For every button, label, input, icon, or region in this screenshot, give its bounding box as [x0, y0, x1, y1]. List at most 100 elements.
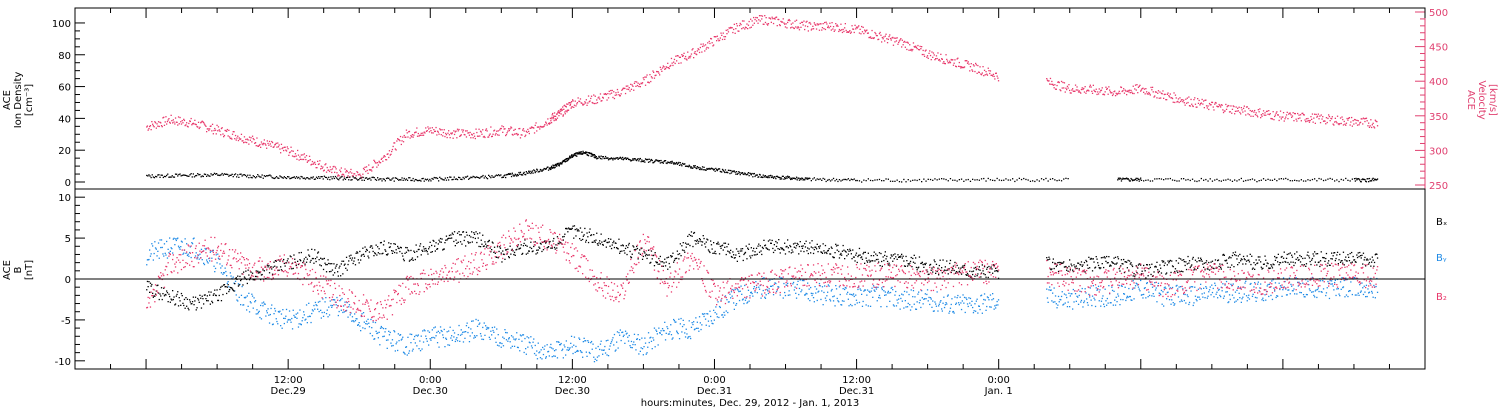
by-point — [654, 346, 656, 348]
by-point — [325, 313, 328, 315]
bx-point — [324, 262, 326, 264]
by-point — [486, 326, 488, 329]
velocity-point — [620, 93, 622, 95]
velocity-point — [1371, 126, 1373, 129]
density-point — [207, 174, 209, 176]
by-point — [587, 341, 590, 343]
density-point — [461, 178, 463, 181]
by-point — [302, 317, 304, 319]
by-point — [416, 335, 419, 337]
by-point — [283, 317, 285, 319]
by-point — [181, 241, 183, 243]
by-point — [684, 336, 687, 338]
density-point — [700, 168, 702, 171]
velocity-point — [967, 61, 969, 63]
velocity-point — [847, 31, 849, 33]
by-point — [702, 313, 704, 315]
by-point — [316, 304, 318, 307]
velocity-point — [1155, 91, 1157, 93]
by-point — [1310, 279, 1312, 281]
by-point — [872, 296, 874, 298]
velocity-point — [200, 122, 202, 124]
velocity-point — [1351, 116, 1353, 119]
velocity-point — [661, 70, 663, 72]
velocity-point — [1314, 113, 1316, 115]
by-point — [1342, 286, 1344, 289]
velocity-point — [895, 40, 898, 42]
density-point — [593, 156, 595, 158]
density-point — [269, 174, 271, 176]
velocity-point — [772, 18, 774, 20]
density-point — [274, 177, 277, 179]
density-point — [680, 164, 682, 166]
by-point — [294, 316, 297, 318]
density-point — [896, 179, 898, 181]
density-point — [743, 173, 745, 176]
velocity-point — [1139, 84, 1141, 86]
velocity-point — [309, 159, 311, 161]
by-point — [738, 299, 741, 302]
by-point — [619, 329, 621, 331]
by-point — [395, 343, 397, 345]
by-point — [384, 331, 386, 333]
density-point — [148, 174, 150, 176]
density-point — [193, 176, 196, 178]
bx-point — [298, 252, 300, 254]
bx-point — [307, 249, 309, 251]
by-point — [632, 343, 634, 346]
density-point — [1047, 180, 1049, 182]
velocity-point — [1180, 100, 1182, 103]
density-point — [810, 180, 812, 182]
velocity-point — [1217, 106, 1219, 108]
velocity-point — [1195, 106, 1197, 108]
by-point — [519, 350, 521, 352]
by-point — [196, 258, 198, 260]
bx-point — [240, 279, 242, 282]
density-point — [450, 176, 452, 178]
by-point — [1158, 292, 1160, 294]
velocity-point — [711, 42, 713, 44]
bx-point — [570, 228, 572, 230]
density-point — [302, 177, 304, 180]
density-point — [735, 173, 737, 175]
velocity-point — [267, 142, 269, 145]
velocity-point — [275, 142, 277, 144]
velocity-point — [220, 127, 223, 130]
by-point — [1057, 304, 1059, 306]
density-point — [406, 179, 409, 181]
by-point — [1191, 286, 1194, 288]
velocity-point — [496, 130, 498, 132]
bx-point — [280, 266, 282, 268]
density-point — [498, 174, 500, 176]
velocity-point — [621, 89, 623, 91]
velocity-point — [426, 130, 428, 132]
by-point — [1368, 292, 1370, 294]
bx-point — [326, 263, 328, 266]
velocity-point — [344, 168, 346, 170]
velocity-point — [1321, 118, 1323, 120]
density-point — [591, 153, 593, 155]
by-point — [815, 292, 817, 294]
velocity-point — [755, 16, 757, 19]
density-point — [838, 179, 841, 181]
bx-point — [289, 255, 291, 257]
density-point — [508, 173, 510, 175]
density-point — [180, 175, 182, 177]
velocity-point — [1108, 86, 1110, 88]
density-point — [504, 174, 506, 176]
by-point — [388, 334, 391, 336]
velocity-point — [449, 137, 451, 139]
by-point — [367, 318, 369, 320]
velocity-point — [395, 149, 397, 151]
by-point — [936, 291, 938, 293]
by-point — [360, 330, 362, 332]
velocity-point — [788, 18, 790, 21]
by-point — [1364, 291, 1366, 293]
bx-point — [508, 256, 510, 258]
density-point — [1151, 180, 1154, 182]
density-point — [731, 170, 733, 172]
velocity-point — [1291, 116, 1293, 118]
by-point — [782, 297, 784, 299]
velocity-point — [862, 26, 864, 28]
bx-point — [416, 250, 418, 253]
